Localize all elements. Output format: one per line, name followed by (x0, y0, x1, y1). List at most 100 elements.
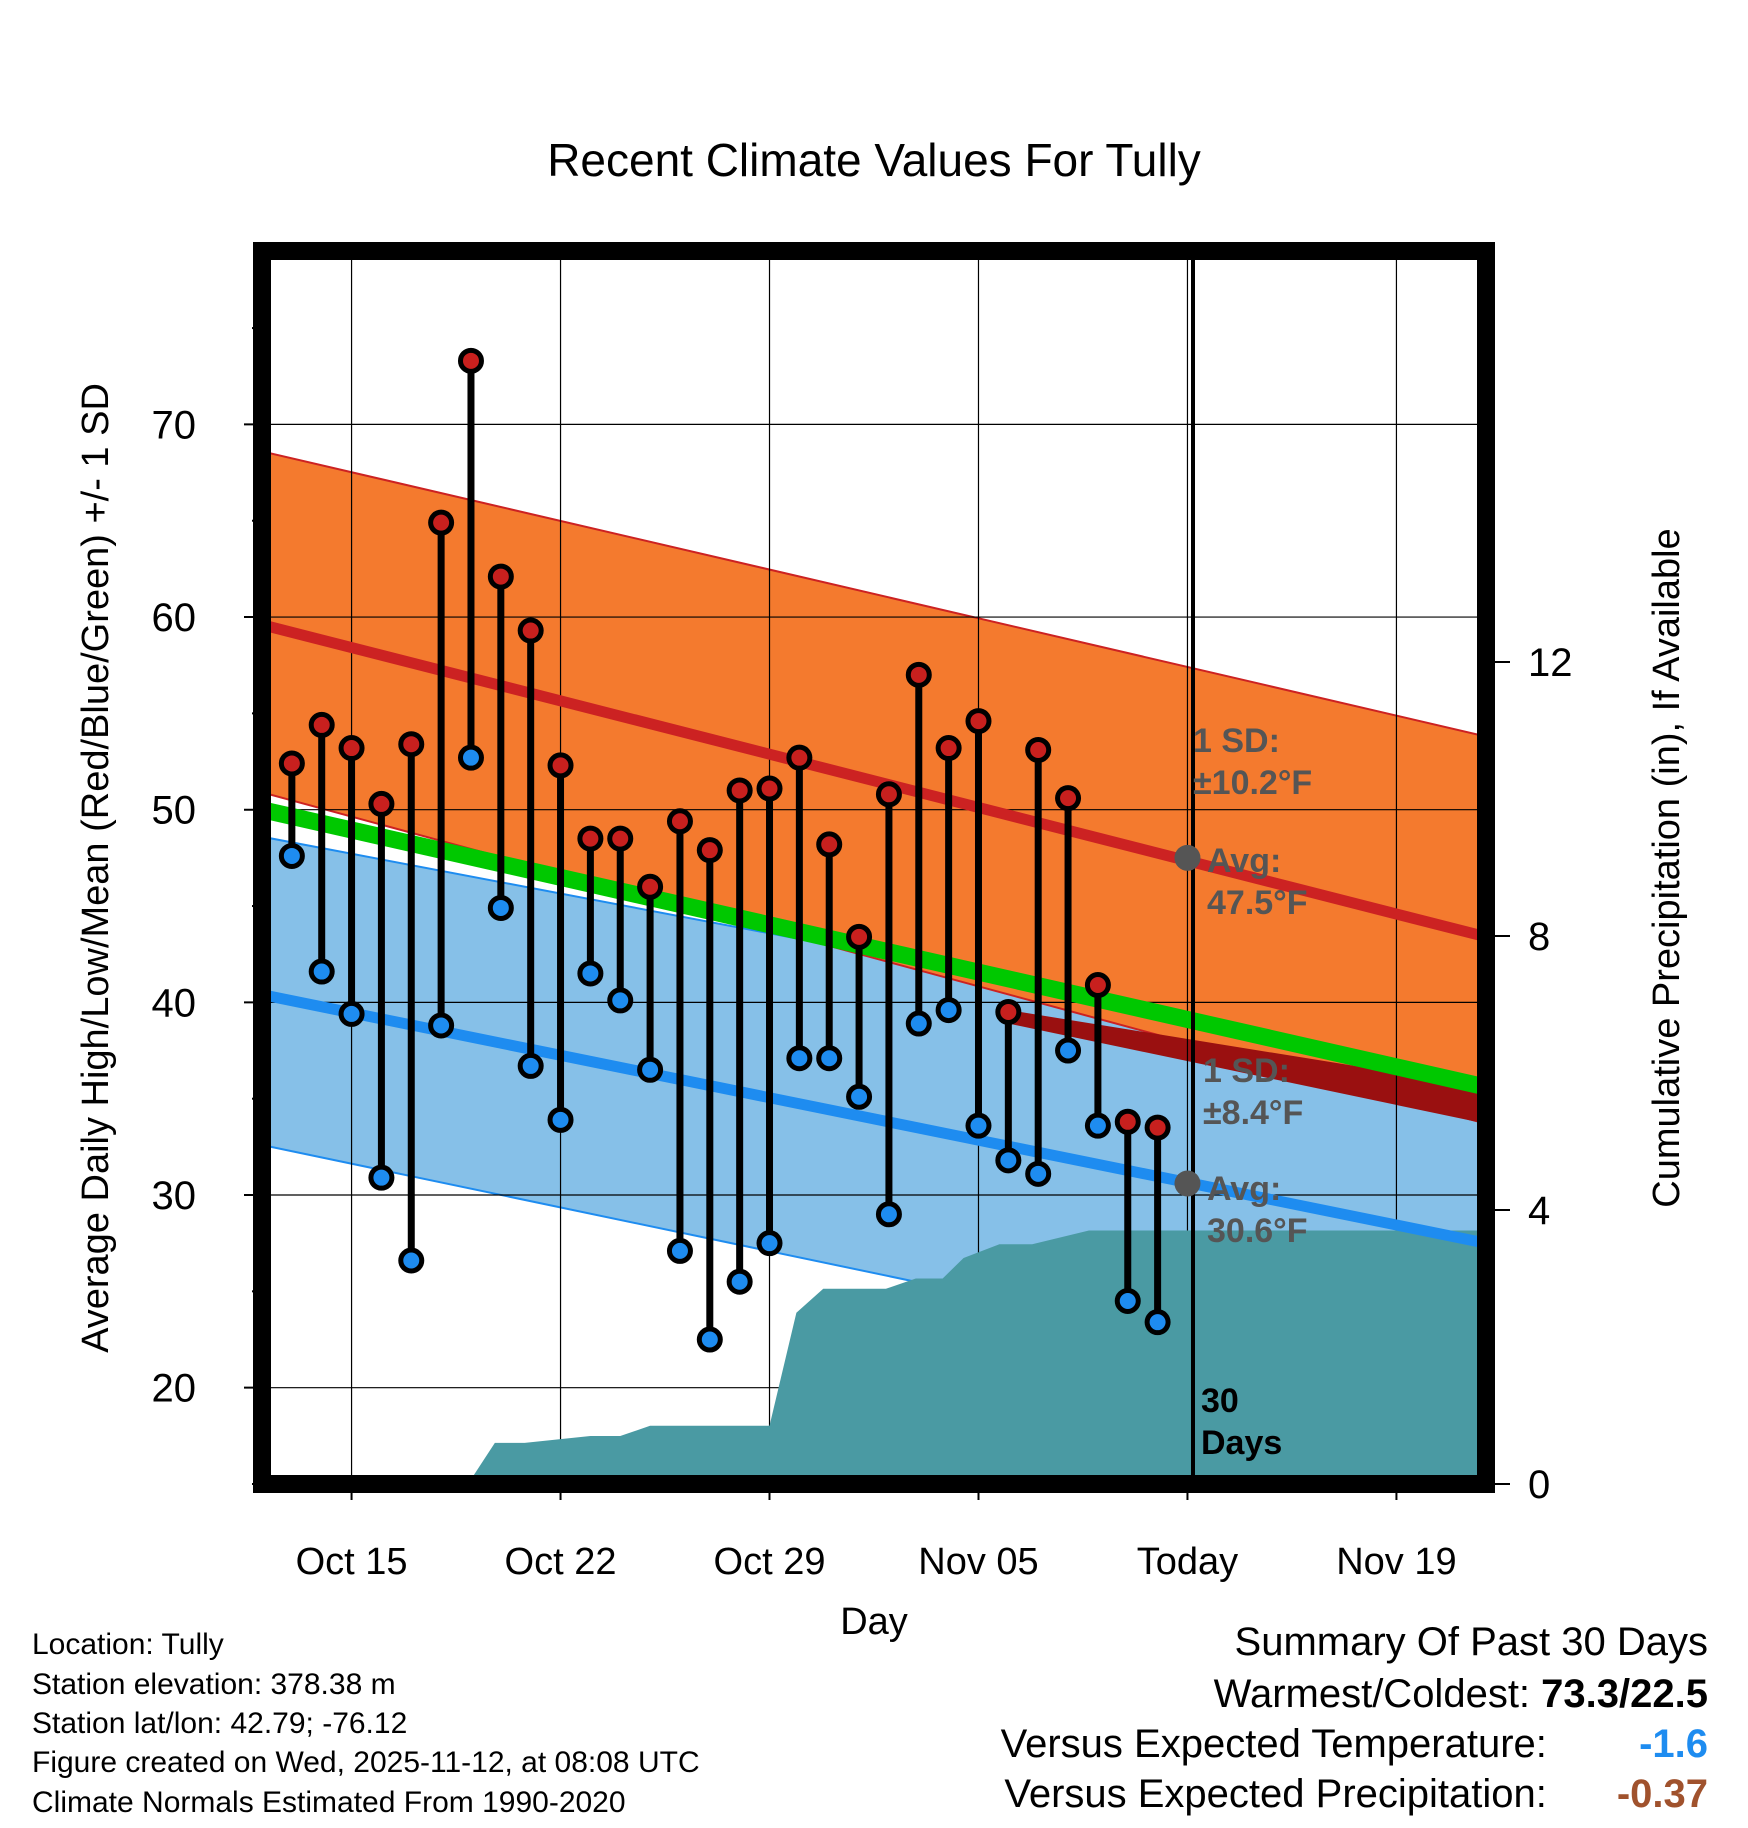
x-axis-label: Day (840, 1601, 908, 1643)
y2-axis-label: Cumulative Precipitation (in), If Availa… (1646, 528, 1688, 1207)
band-overlap (1008, 1010, 1486, 1124)
high-point (786, 744, 813, 771)
high-point (726, 777, 753, 804)
low-point (338, 1000, 365, 1027)
low-point (666, 1237, 693, 1264)
high-point (637, 873, 664, 900)
high-point (517, 617, 544, 644)
high-point (428, 509, 455, 536)
low-point (1144, 1309, 1171, 1336)
low-point (905, 1010, 932, 1037)
today-high-avg-marker (1174, 844, 1201, 871)
mean-avg-line (262, 801, 1486, 1096)
low-point (308, 958, 335, 985)
high-point (308, 711, 335, 738)
x-tick-label: Oct 29 (714, 1541, 826, 1583)
summary-title: Summary Of Past 30 Days (1234, 1620, 1708, 1664)
y2-tick-label: 0 (1528, 1463, 1550, 1507)
y2-tick-label: 12 (1528, 641, 1573, 685)
high-point (995, 998, 1022, 1025)
low-point (1055, 1037, 1082, 1064)
high-point (696, 837, 723, 864)
summary-temp-label: Versus Expected Temperature: (1000, 1722, 1547, 1766)
low-avg-label: 30.6°F (1207, 1212, 1308, 1250)
high-avg-label: 47.5°F (1207, 884, 1308, 922)
low-point (1025, 1160, 1052, 1187)
low-point (607, 987, 634, 1014)
summary-warmest: Warmest/Coldest: 73.3/22.5 (1214, 1672, 1708, 1716)
window-label: Days (1201, 1424, 1282, 1462)
high-point (577, 825, 604, 852)
summary-warmest-value: 73.3/22.5 (1541, 1672, 1708, 1716)
high-point (398, 731, 425, 758)
precip-area (262, 1230, 1481, 1484)
high-point (1144, 1114, 1171, 1141)
low-point (547, 1106, 574, 1133)
summary-precip-label: Versus Expected Precipitation: (1004, 1772, 1547, 1816)
y-tick-label: 40 (152, 981, 197, 1025)
high-point (338, 735, 365, 762)
high-point (457, 347, 484, 374)
summary-precip-value: -0.37 (1616, 1772, 1708, 1816)
low-point (487, 894, 514, 921)
high-point (547, 752, 574, 779)
low-point (428, 1012, 455, 1039)
summary-precipitation: Versus Expected Precipitation: -0.37 (1004, 1772, 1708, 1816)
info-normals: Climate Normals Estimated From 1990-2020 (32, 1786, 626, 1819)
high-point (487, 563, 514, 590)
high-point (1025, 736, 1052, 763)
low-point (457, 744, 484, 771)
low-point (398, 1247, 425, 1274)
y-axis-label: Average Daily High/Low/Mean (Red/Blue/Gr… (75, 383, 117, 1353)
low-point (816, 1045, 843, 1072)
high-avg-label: Avg: (1207, 842, 1281, 880)
low-point (846, 1083, 873, 1110)
low-point (278, 842, 305, 869)
high-point (1084, 972, 1111, 999)
low-point (1084, 1112, 1111, 1139)
x-tick-label: Nov 05 (918, 1541, 1038, 1583)
x-tick-label: Oct 22 (505, 1541, 617, 1583)
window-label: 30 (1201, 1382, 1239, 1420)
high-point (965, 708, 992, 735)
high-point (666, 808, 693, 835)
low-point (995, 1147, 1022, 1174)
high-point (368, 790, 395, 817)
low-point (875, 1201, 902, 1228)
low-point (517, 1052, 544, 1079)
low-point (756, 1230, 783, 1257)
today-low-avg-marker (1174, 1170, 1201, 1197)
info-elevation: Station elevation: 378.38 m (32, 1668, 396, 1701)
y2-tick-label: 8 (1528, 915, 1550, 959)
summary-warmest-label: Warmest/Coldest: (1213, 1672, 1531, 1716)
y2-tick-label: 4 (1528, 1189, 1550, 1233)
high-point (905, 661, 932, 688)
high-point (607, 825, 634, 852)
high-sd-band (262, 450, 1486, 1125)
y-tick-label: 60 (152, 596, 197, 640)
high-avg-line (262, 619, 1486, 943)
chart-title: Recent Climate Values For Tully (547, 134, 1201, 186)
y-tick-label: 50 (152, 789, 197, 833)
low-avg-label: Avg: (1207, 1170, 1281, 1208)
high-point (935, 735, 962, 762)
y-tick-label: 70 (152, 403, 197, 447)
low-sd-label: 1 SD: (1203, 1052, 1290, 1090)
high-point (756, 775, 783, 802)
high-point (846, 923, 873, 950)
x-tick-label: Today (1137, 1541, 1238, 1583)
low-avg-line (262, 989, 1486, 1249)
x-tick-label: Oct 15 (296, 1541, 408, 1583)
high-sd-label: ±10.2°F (1193, 764, 1312, 802)
high-point (816, 831, 843, 858)
low-point (935, 997, 962, 1024)
low-point (965, 1112, 992, 1139)
plot-frame (253, 242, 1495, 1493)
x-tick-label: Nov 19 (1336, 1541, 1456, 1583)
high-sd-label: 1 SD: (1193, 722, 1280, 760)
y-tick-label: 20 (152, 1367, 197, 1411)
high-point (1055, 785, 1082, 812)
info-latlon: Station lat/lon: 42.79; -76.12 (32, 1707, 408, 1740)
high-point (278, 750, 305, 777)
